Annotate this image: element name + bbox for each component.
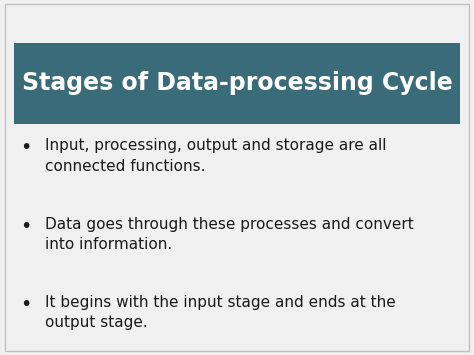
Text: •: • bbox=[20, 138, 32, 158]
Bar bbox=[14, 43, 460, 124]
Text: •: • bbox=[20, 217, 32, 236]
Text: It begins with the input stage and ends at the
output stage.: It begins with the input stage and ends … bbox=[45, 295, 396, 330]
Text: Input, processing, output and storage are all
connected functions.: Input, processing, output and storage ar… bbox=[45, 138, 386, 174]
Text: Stages of Data-processing Cycle: Stages of Data-processing Cycle bbox=[22, 71, 452, 95]
Text: Data goes through these processes and convert
into information.: Data goes through these processes and co… bbox=[45, 217, 414, 252]
Text: •: • bbox=[20, 295, 32, 314]
